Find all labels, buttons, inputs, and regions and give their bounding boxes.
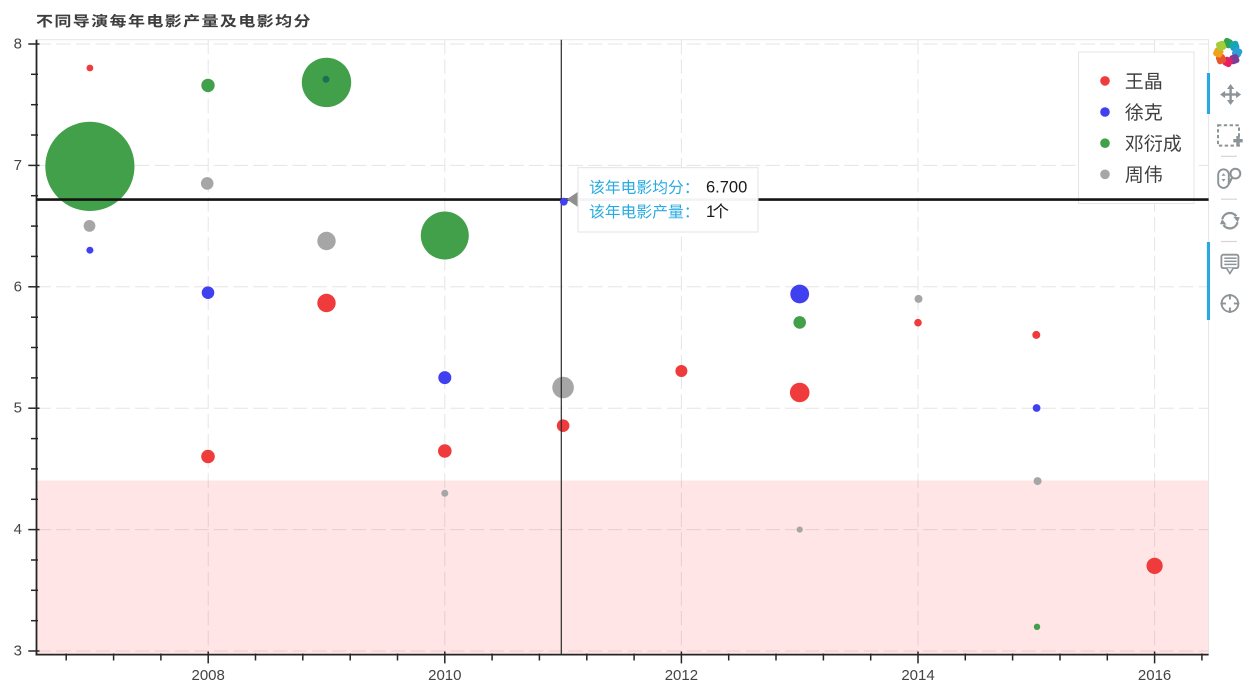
svg-text:3: 3 xyxy=(14,643,22,660)
svg-text:2014: 2014 xyxy=(901,667,934,684)
svg-text:5: 5 xyxy=(14,400,22,417)
svg-text:2016: 2016 xyxy=(1138,667,1171,684)
svg-text:6.700: 6.700 xyxy=(706,179,747,197)
svg-text:2012: 2012 xyxy=(665,667,698,684)
svg-text:4: 4 xyxy=(14,521,22,538)
svg-text:2008: 2008 xyxy=(192,667,225,684)
svg-text:8: 8 xyxy=(14,36,22,53)
svg-text:2010: 2010 xyxy=(428,667,461,684)
svg-text:1: 1 xyxy=(706,203,715,221)
svg-text:7: 7 xyxy=(14,157,22,174)
svg-text:6: 6 xyxy=(14,278,22,295)
